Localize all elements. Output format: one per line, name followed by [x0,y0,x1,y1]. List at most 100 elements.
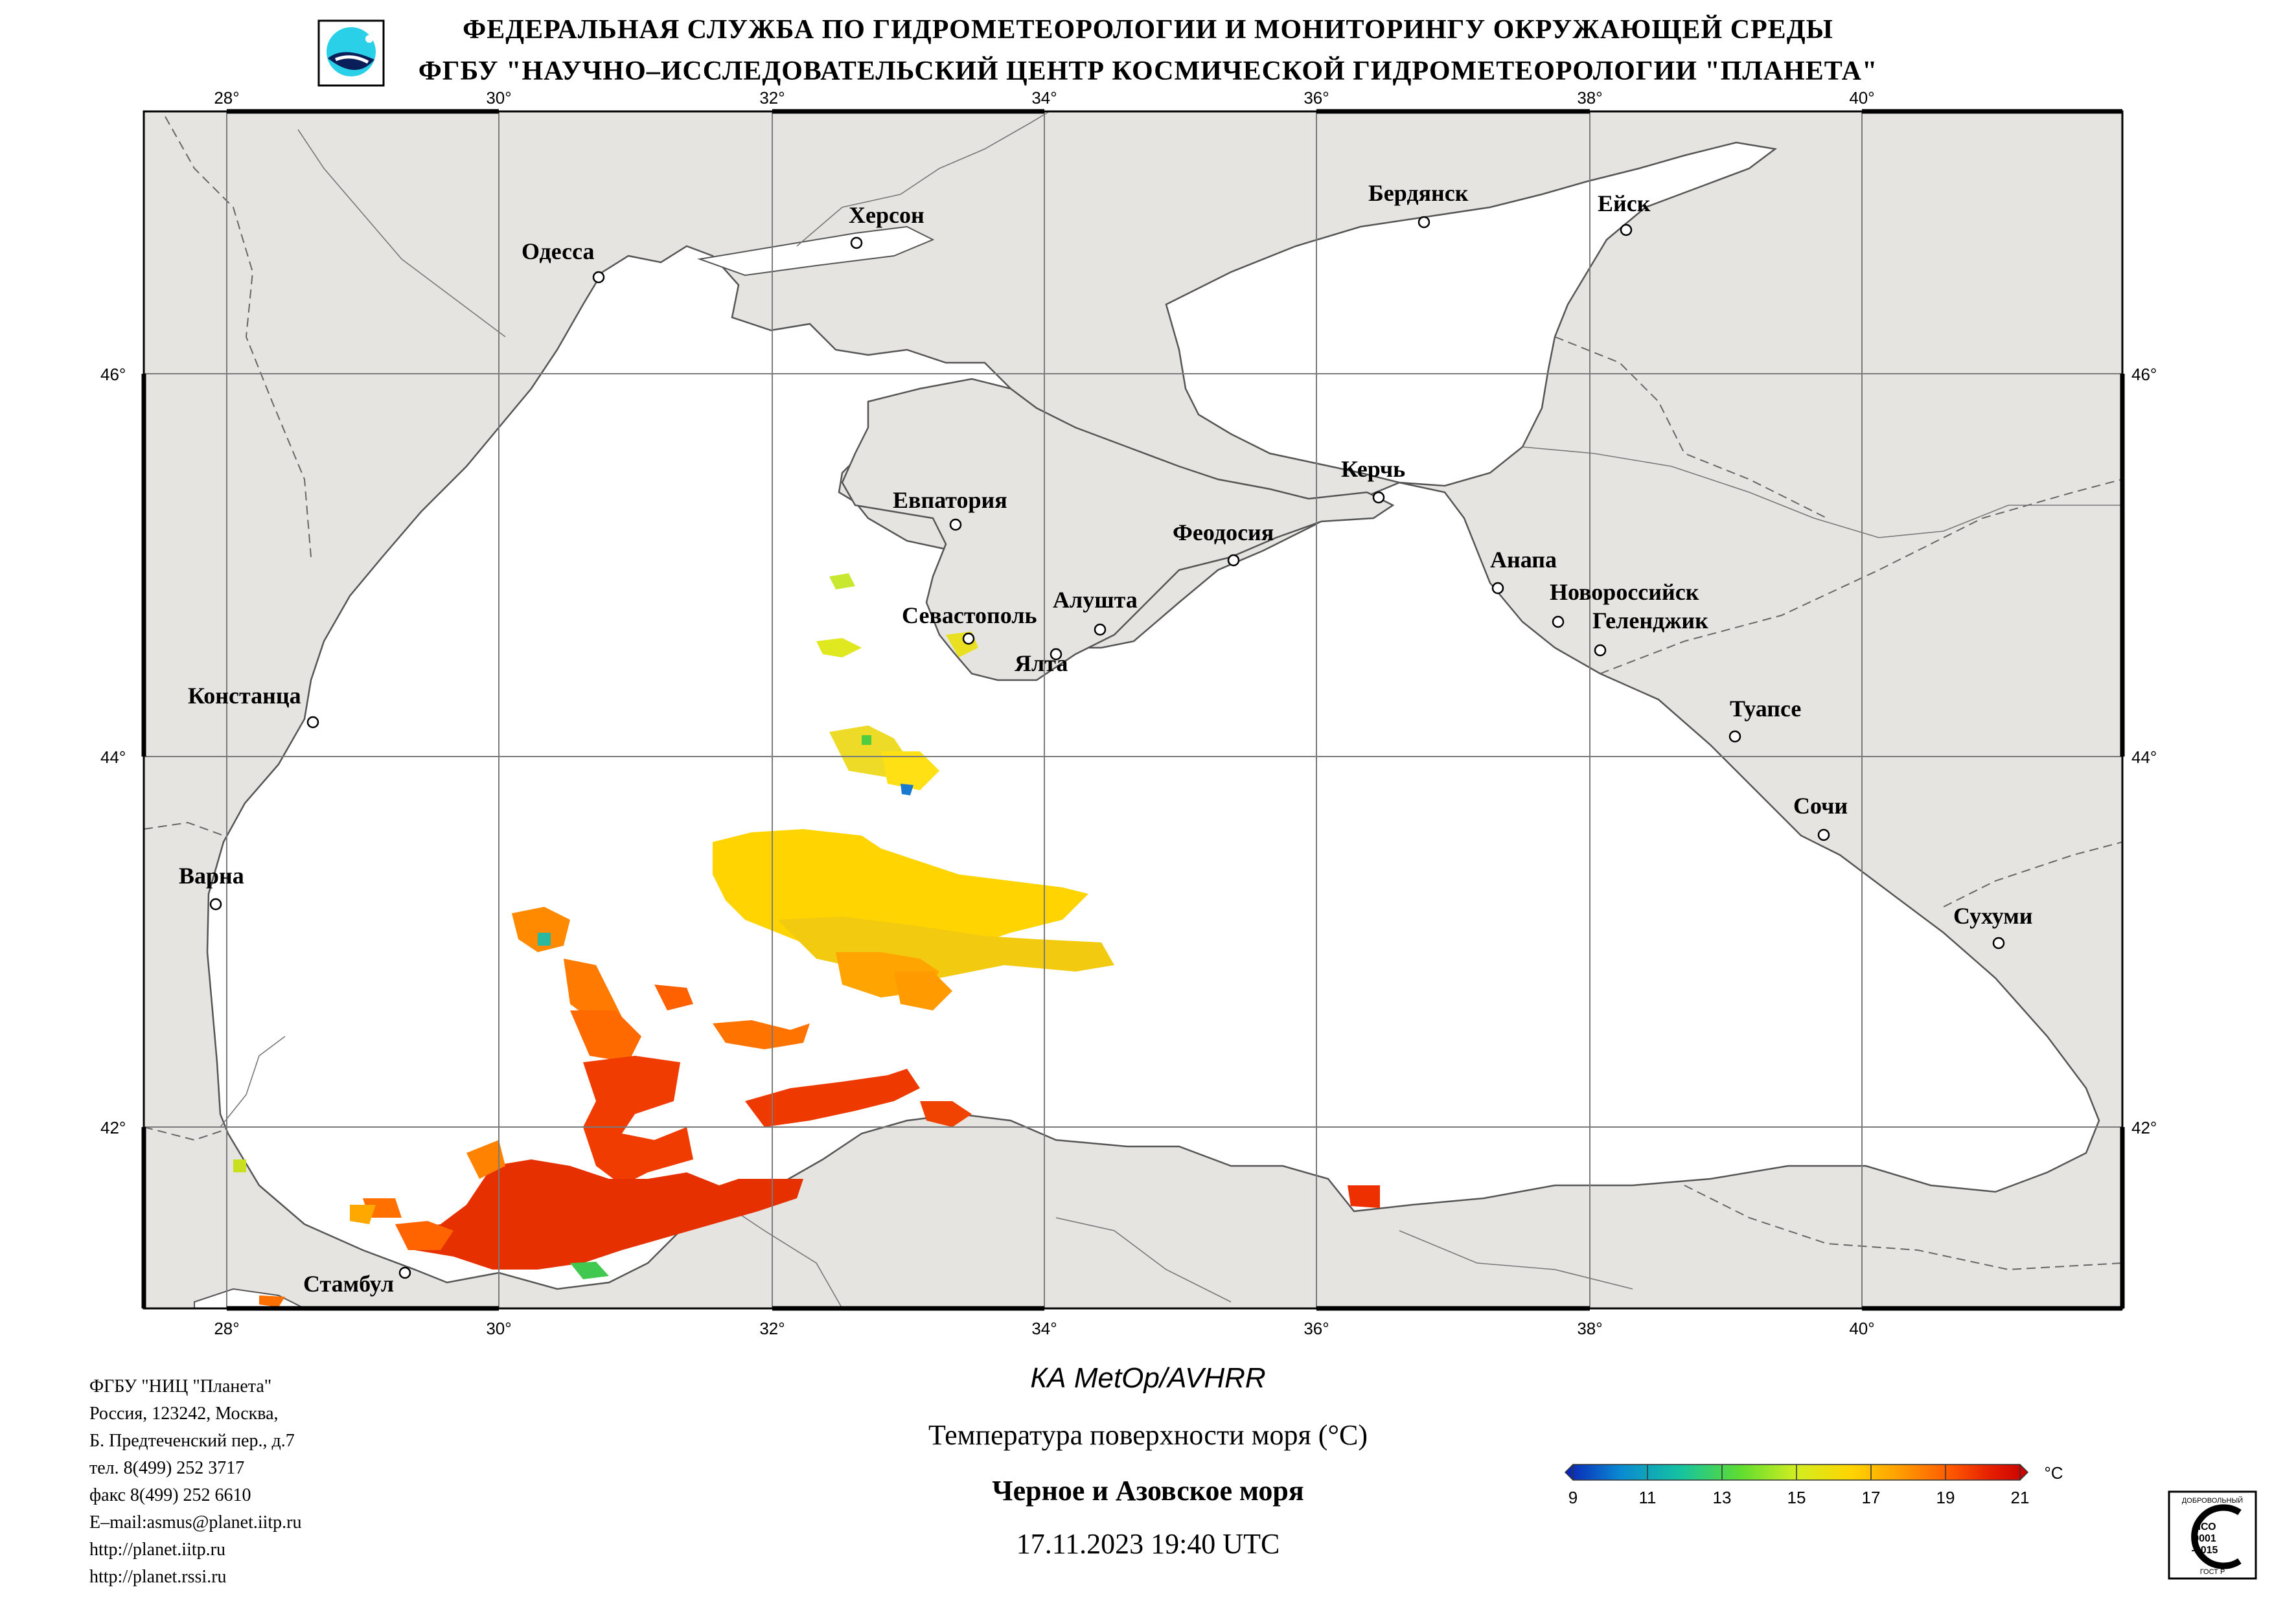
lon-label-bottom: 30° [486,1319,511,1338]
lon-label-top: 36° [1303,88,1329,108]
lon-label-top: 34° [1031,88,1057,108]
city-label-berdyansk: Бердянск [1368,180,1469,206]
city-label-istanbul: Стамбул [303,1271,394,1297]
city-marker [1418,216,1430,229]
contact-address-2: Б. Предтеченский пер., д.7 [89,1431,295,1451]
city-label-sevastopol: Севастополь [902,602,1037,628]
header-line-1: ФЕДЕРАЛЬНАЯ СЛУЖБА ПО ГИДРОМЕТЕОРОЛОГИИ … [463,15,1833,45]
city-marker [962,632,975,645]
lat-label-right: 42° [2131,1118,2157,1137]
city-label-alushta: Алушта [1053,587,1138,613]
scale-unit: °C [2044,1463,2063,1483]
sst-data-overlay [233,573,1380,1307]
city-label-yeysk: Ейск [1598,190,1651,216]
dnieper-estuary [697,225,935,277]
lon-label-bottom: 36° [1303,1319,1329,1338]
lon-label-bottom: 32° [759,1319,785,1338]
city-label-constanta: Констанца [188,683,301,709]
city-labels: Одесса Херсон Бердянск Ейск Евпатория Ке… [179,180,2033,1297]
city-marker [1728,730,1741,743]
contact-org: ФГБУ "НИЦ "Планета" [89,1376,272,1396]
contact-address-1: Россия, 123242, Москва, [89,1404,279,1424]
city-marker [1817,828,1830,841]
planeta-logo-icon [317,19,385,87]
city-marker [306,716,319,729]
contact-phone: тел. 8(499) 252 3717 [89,1458,245,1478]
city-label-sukhumi: Сухуми [1953,903,2033,929]
lon-label-bottom: 40° [1849,1319,1874,1338]
scale-tick-label: 21 [2011,1488,2030,1507]
iso-badge-top: ДОБРОВОЛЬНЫЙ [2182,1496,2243,1505]
city-marker [1372,491,1385,504]
city-label-evpatoriya: Евпатория [893,487,1007,513]
city-marker [209,898,222,911]
contact-url-2: http://planet.rssi.ru [89,1567,227,1587]
header-line-2: ФГБУ "НАУЧНО–ИССЛЕДОВАТЕЛЬСКИЙ ЦЕНТР КОС… [418,56,1878,86]
iso-badge-mid2: 9001 [2193,1533,2216,1544]
city-label-varna: Варна [179,863,244,889]
frame-ticks [141,109,2125,1311]
parameter-label: Температура поверхности моря (°C) [928,1419,1368,1451]
lat-label-right: 44° [2131,747,2157,767]
city-marker [398,1266,411,1279]
iso-badge-bottom: ГОСТ Р [2200,1568,2225,1576]
city-markers [209,216,2005,1279]
scale-tick-label: 17 [1862,1488,1881,1507]
datetime-label: 17.11.2023 19:40 UTC [1016,1528,1280,1560]
city-label-novorossiysk: Новороссийск [1550,579,1699,605]
city-label-gelendzhik: Геленджик [1592,608,1708,633]
lon-labels-bottom: 28° 30° 32° 34° 36° 38° 40° [214,1319,1874,1338]
iso-badge-mid3: -2015 [2192,1545,2218,1556]
lon-labels-top: 28° 30° 32° 34° 36° 38° 40° [214,88,1874,108]
country-borders [144,116,2122,1271]
lon-label-top: 32° [759,88,785,108]
city-marker [949,518,962,531]
lat-label-left: 46° [100,365,126,384]
city-label-kerch: Керчь [1341,456,1405,482]
city-marker [592,271,605,284]
lon-label-bottom: 38° [1577,1319,1602,1338]
city-marker [1594,644,1607,657]
lon-label-top: 28° [214,88,239,108]
crimea-peninsula [841,378,1395,681]
city-label-odessa: Одесса [522,238,595,264]
lat-label-right: 46° [2131,365,2157,384]
lat-label-left: 42° [100,1118,126,1137]
contact-fax: факс 8(499) 252 6610 [89,1485,251,1505]
city-marker [1227,554,1240,567]
contact-block: ФГБУ "НИЦ "Планета" Россия, 123242, Моск… [89,1373,302,1591]
lon-label-top: 38° [1577,88,1602,108]
lat-label-left: 44° [100,747,126,767]
satellite-label: КА MetOp/AVHRR [1030,1362,1266,1394]
city-marker [1050,648,1062,661]
city-label-sochi: Сочи [1793,793,1848,819]
lon-label-top: 40° [1849,88,1874,108]
scale-tick-label: 9 [1568,1488,1578,1507]
city-marker [1620,223,1633,236]
city-marker [1552,615,1565,628]
city-marker [850,236,863,249]
scale-tick-label: 13 [1713,1488,1732,1507]
city-label-tuapse: Туапсе [1730,696,1801,722]
iso-badge-mid1: ИСО [2193,1522,2216,1533]
lat-labels: 46° 44° 42° 46° 44° 42° [100,365,2157,1137]
sea-of-azov [1165,141,1778,487]
city-marker [1491,582,1504,595]
city-label-kherson: Херсон [849,202,924,228]
scale-tick-label: 19 [1936,1488,1955,1507]
lon-label-top: 30° [486,88,511,108]
city-label-feodosiya: Феодосия [1173,519,1274,545]
region-label: Черное и Азовское моря [992,1475,1304,1507]
rivers [220,111,2122,1308]
contact-url-1: http://planet.iitp.ru [89,1540,225,1560]
graticule [144,111,2122,1308]
city-marker [1094,623,1107,636]
lon-label-bottom: 34° [1031,1319,1057,1338]
city-marker [1992,937,2005,950]
contact-email: E–mail:asmus@planet.iitp.ru [89,1512,302,1533]
temperature-color-scale: 9 11 13 15 17 19 21 °C [1564,1463,2063,1507]
city-label-yalta: Ялта [1015,650,1068,676]
scale-tick-label: 15 [1787,1488,1806,1507]
city-label-anapa: Анапа [1490,547,1557,573]
